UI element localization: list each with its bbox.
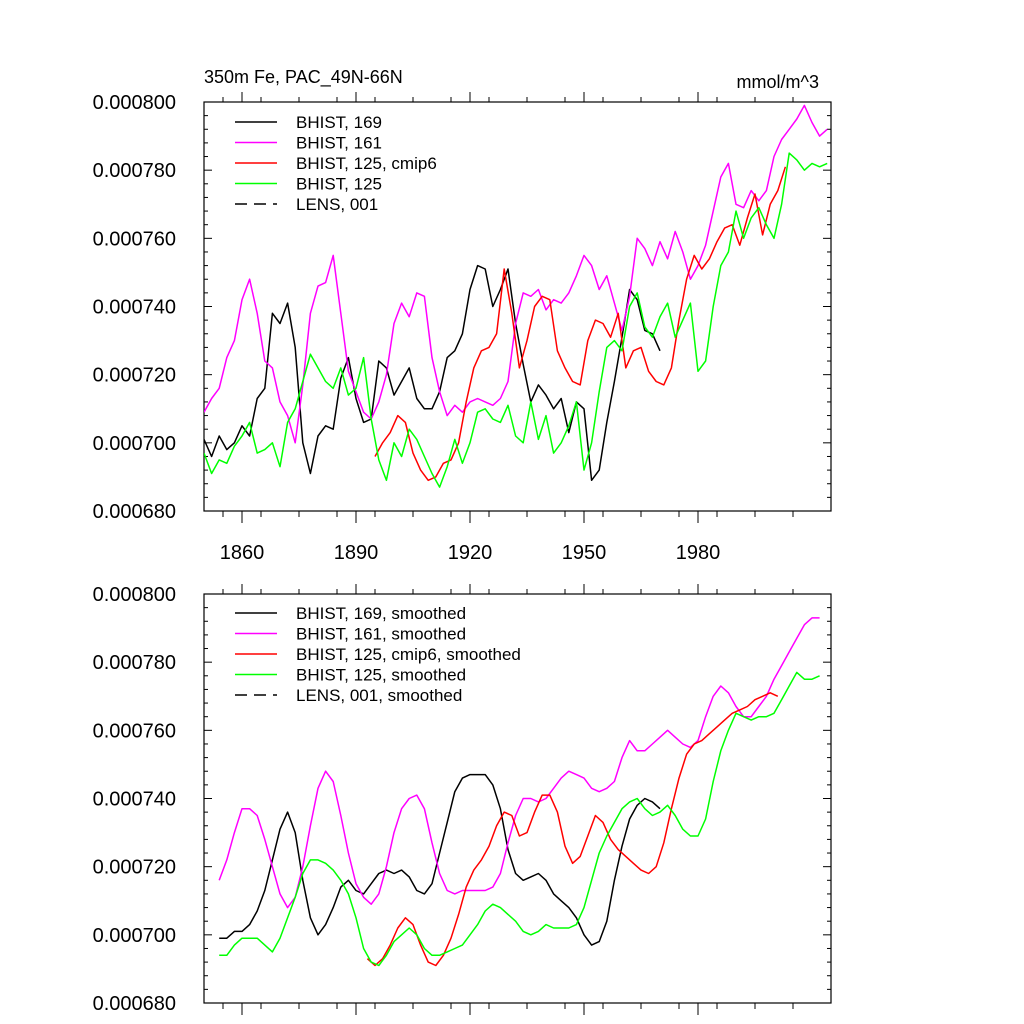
y-tick-label: 0.000800 <box>93 92 176 114</box>
y-tick-label: 0.000680 <box>93 501 176 523</box>
top-panel: 0.000680 0.000700 0.000720 0.000740 0.000760… <box>93 67 832 564</box>
y-tick-label: 0.000700 <box>93 433 176 455</box>
series-line <box>204 264 661 482</box>
series-line <box>219 671 820 967</box>
legend-label: LENS, 001 <box>296 195 378 214</box>
series-line <box>204 104 828 444</box>
series-group <box>218 617 820 967</box>
legend-label: BHIST, 161, smoothed <box>296 625 466 644</box>
legend-label: BHIST, 169 <box>296 113 382 132</box>
legend-label: BHIST, 161 <box>296 134 382 153</box>
y-tick-label: 0.000720 <box>93 857 176 879</box>
bottom-panel: 0.000680 0.000700 0.000720 0.000740 0.000760… <box>93 584 832 1015</box>
legend-label: BHIST, 125 <box>296 175 382 194</box>
x-tick-label: 1980 <box>676 542 721 564</box>
legend-label: BHIST, 125, cmip6 <box>296 154 437 173</box>
x-tick-label: 1920 <box>448 542 493 564</box>
series-line <box>218 617 820 909</box>
chart-title: 350m Fe, PAC_49N-66N <box>204 67 403 88</box>
y-tick-label: 0.000700 <box>93 925 176 947</box>
legend-label: BHIST, 169, smoothed <box>296 604 466 623</box>
y-tick-label: 0.000680 <box>93 993 176 1015</box>
series-line <box>204 152 828 488</box>
y-tick-label: 0.000760 <box>93 720 176 742</box>
y-tick-label: 0.000740 <box>93 297 176 319</box>
legend-label: BHIST, 125, smoothed <box>296 666 466 685</box>
series-line <box>219 773 661 946</box>
series-group <box>204 104 828 488</box>
y-tick-label: 0.000800 <box>93 584 176 606</box>
y-tick-label: 0.000780 <box>93 160 176 182</box>
units-label: mmol/m^3 <box>737 72 819 92</box>
legend-label: BHIST, 125, cmip6, smoothed <box>296 645 521 664</box>
series-line <box>366 692 779 967</box>
legend-label: LENS, 001, smoothed <box>296 686 462 705</box>
y-tick-label: 0.000720 <box>93 365 176 387</box>
x-tick-label: 1890 <box>334 542 379 564</box>
y-tick-label: 0.000740 <box>93 789 176 811</box>
x-tick-label: 1950 <box>562 542 607 564</box>
x-tick-label: 1860 <box>220 542 265 564</box>
y-tick-label: 0.000760 <box>93 228 176 250</box>
y-tick-label: 0.000780 <box>93 652 176 674</box>
series-line <box>374 166 787 482</box>
